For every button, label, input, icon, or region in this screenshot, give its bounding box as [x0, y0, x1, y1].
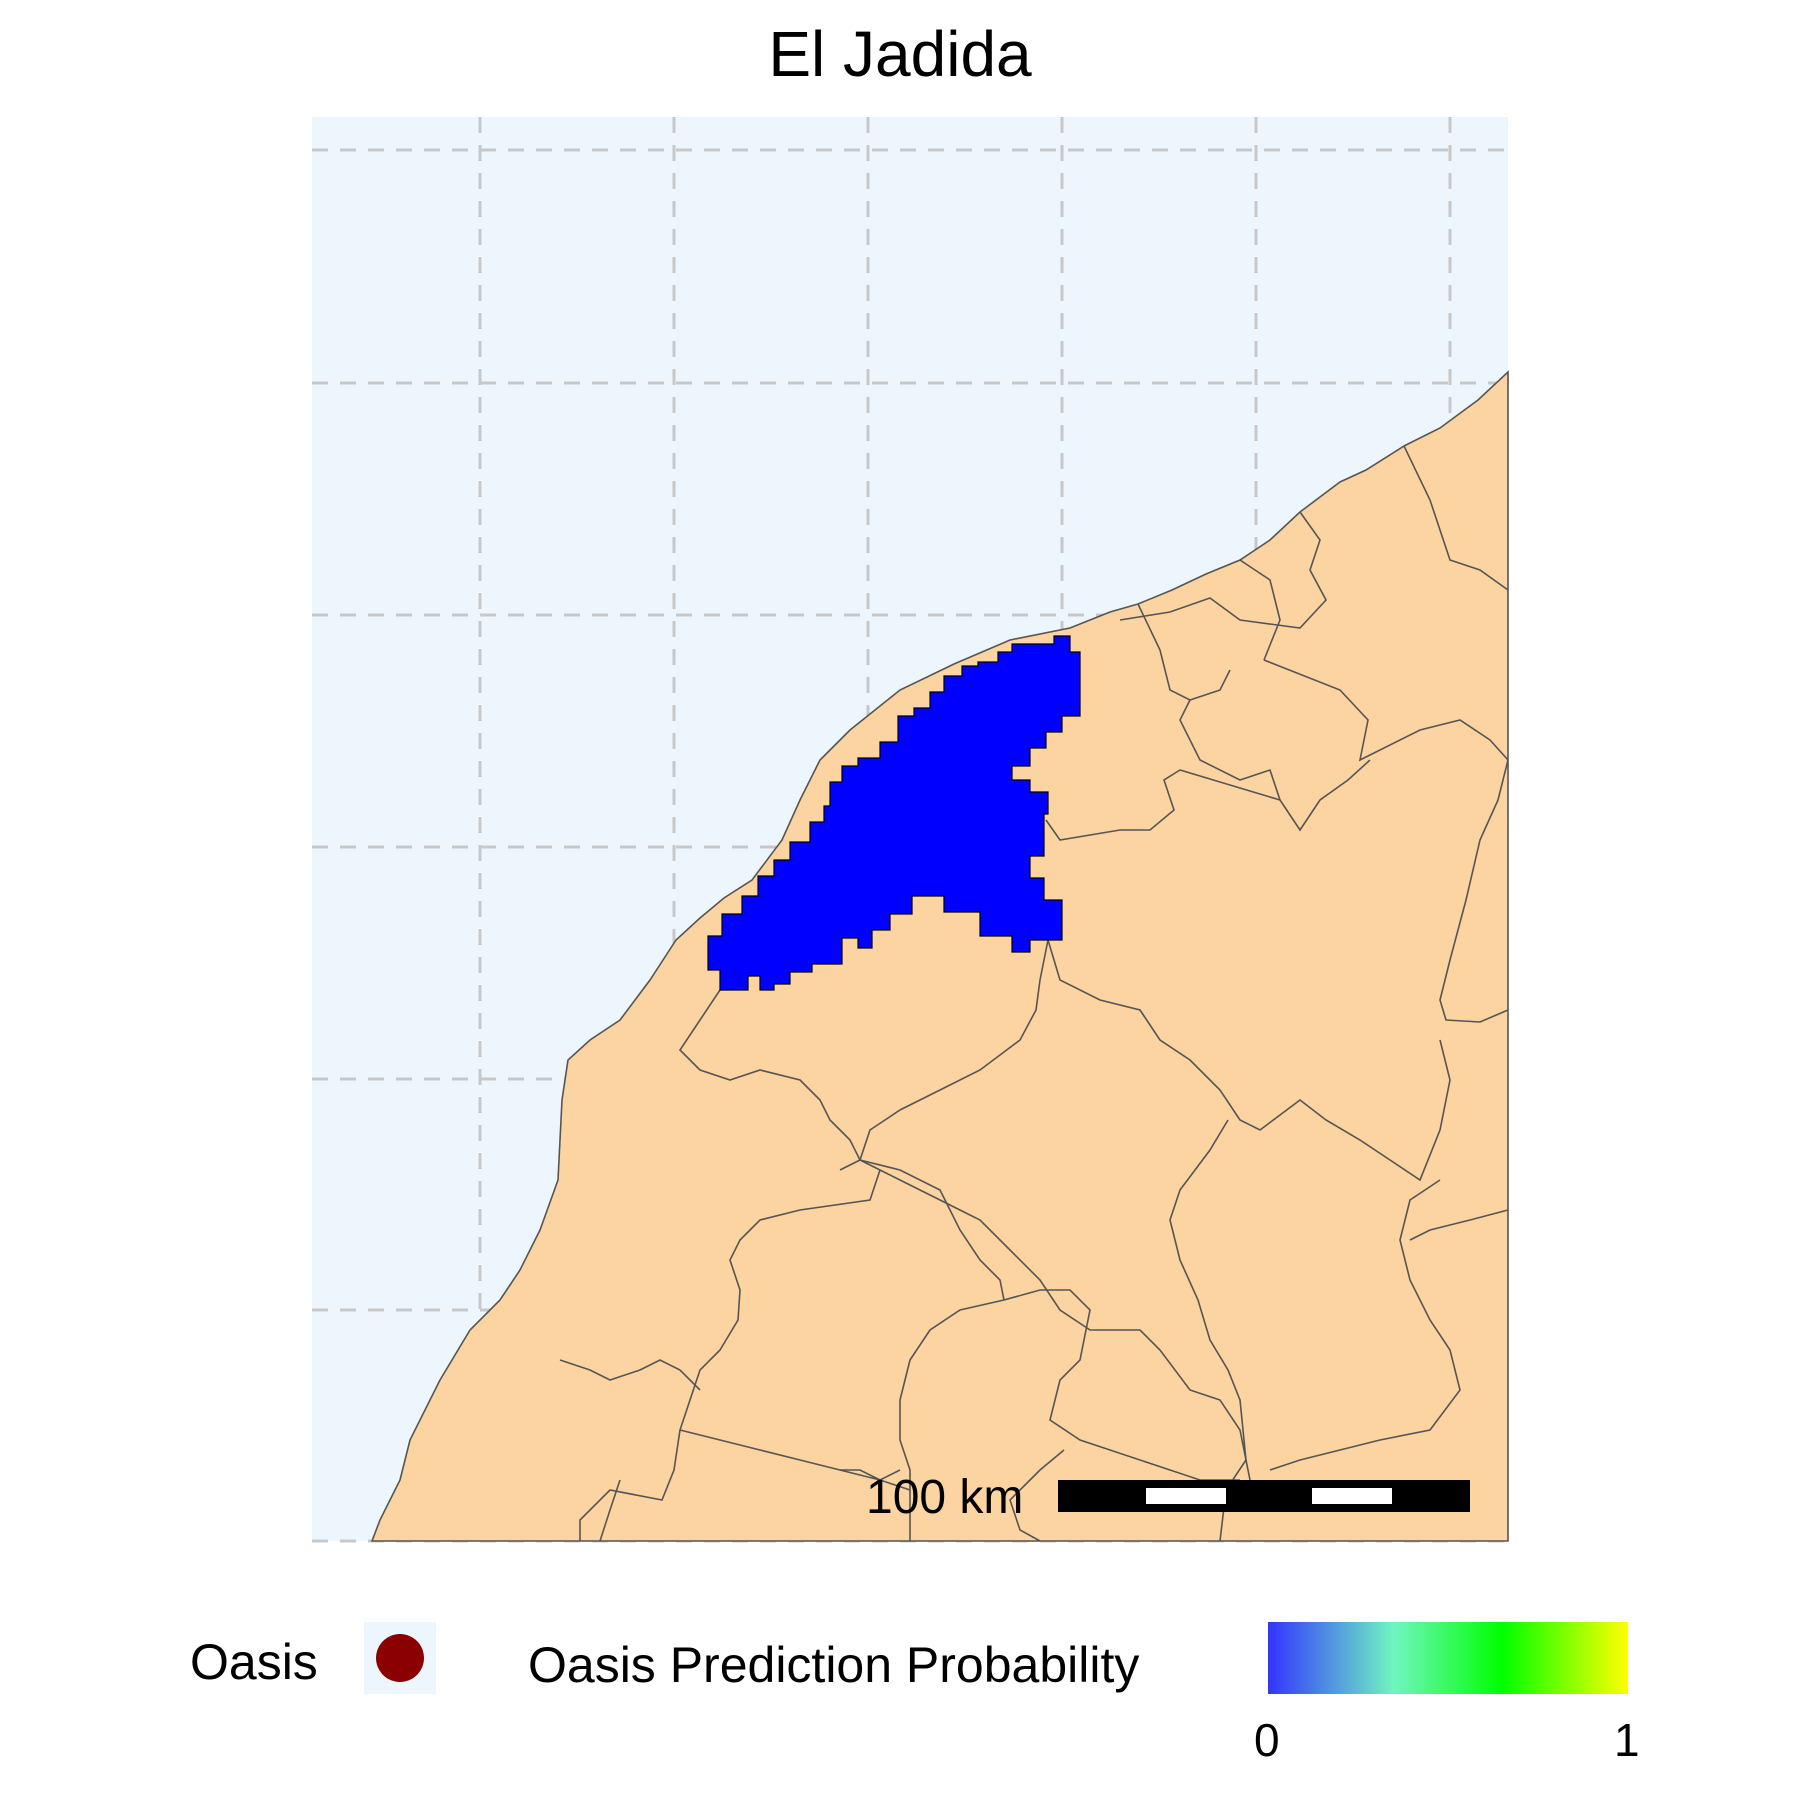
prediction-area: [707, 635, 1081, 991]
probability-colorbar: [1268, 1622, 1628, 1694]
legend-probability-label: Oasis Prediction Probability: [528, 1637, 1140, 1693]
colorbar-tick-min: 0: [1254, 1714, 1280, 1766]
legend-oasis-key: [364, 1622, 436, 1694]
oasis-marker-icon: [376, 1634, 424, 1682]
province-borders: [559, 445, 1509, 1542]
legend-oasis-label: Oasis: [190, 1634, 318, 1690]
map-title: El Jadida: [768, 18, 1032, 90]
colorbar-tick-max: 1: [1614, 1714, 1640, 1766]
scale-bar-label: 100 km: [866, 1471, 1024, 1524]
land-area: [370, 370, 1509, 1542]
scale-bar: [1058, 1480, 1470, 1512]
